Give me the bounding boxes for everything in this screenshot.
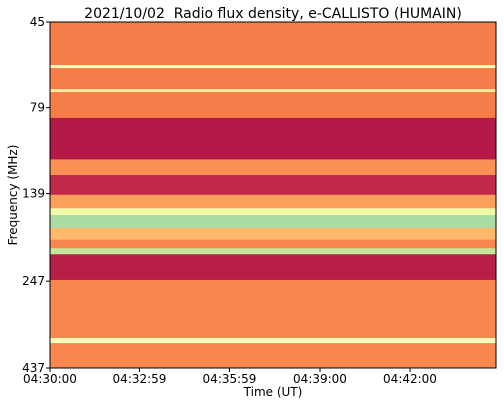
plot-area [50,22,496,369]
chart-title: 2021/10/02 Radio flux density, e-CALLIST… [84,6,462,22]
frequency-band [50,215,496,229]
x-axis-label: Time (UT) [243,385,303,399]
frequency-band [50,254,496,281]
frequency-band [50,92,496,119]
frequency-band [50,22,496,66]
frequency-band [50,343,496,369]
x-tick-label: 04:30:00 [23,372,77,386]
frequency-band [50,194,496,209]
y-axis-label: Frequency (MHz) [6,145,20,246]
y-tick-label: 139 [22,187,45,201]
x-tick-label: 04:42:00 [383,372,437,386]
x-tick-label: 04:35:59 [203,372,257,386]
x-tick-label: 04:32:59 [113,372,167,386]
frequency-band [50,279,496,339]
frequency-band [50,175,496,196]
axes-frame [49,21,497,369]
y-tick-label: 45 [30,15,45,29]
frequency-band [50,338,496,344]
frequency-band [50,159,496,176]
frequency-band [50,208,496,216]
frequency-band [50,89,496,93]
frequency-band [50,248,496,255]
frequency-band [50,239,496,249]
frequency-band [50,227,496,241]
frequency-band [50,65,496,69]
y-tick-label: 79 [30,101,45,115]
frequency-band [50,117,496,160]
y-tick-label: 437 [22,361,45,375]
frequency-band [50,68,496,90]
y-tick-label: 247 [22,274,45,288]
x-tick-label: 04:39:00 [293,372,347,386]
